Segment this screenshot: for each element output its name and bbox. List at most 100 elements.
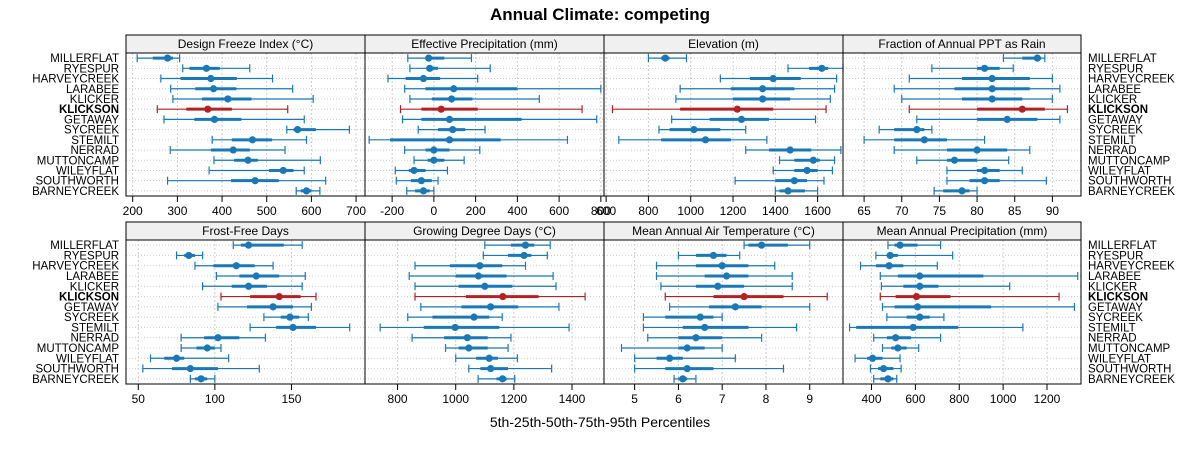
median-point [465, 344, 473, 352]
median-point [487, 364, 495, 373]
median-point [252, 272, 260, 280]
site-label-right: GETAWAY [1088, 302, 1143, 314]
site-label-right: HARVEYCREEK [1088, 261, 1175, 273]
site-label-right: SOUTHWORTH [1088, 176, 1171, 188]
median-point [445, 136, 454, 144]
median-point [463, 334, 471, 342]
median-point [803, 166, 811, 175]
median-point [683, 364, 691, 373]
median-point [163, 54, 172, 62]
site-label-right: NERRAD [1088, 145, 1137, 157]
median-point [722, 272, 731, 280]
panel-border [364, 52, 605, 197]
median-point [950, 156, 959, 164]
median-point [790, 177, 798, 185]
site-label-left: HARVEYCREEK [32, 261, 119, 273]
median-point [449, 126, 457, 134]
x-tick-label: 5 [631, 392, 638, 406]
site-label-left: STEMILT [71, 322, 119, 334]
site-label-right: MUTTONCAMP [1088, 155, 1171, 167]
median-point [207, 74, 215, 83]
median-point [1003, 115, 1011, 123]
panel: Mean Annual Air Temperature (°C) 5 6 7 8 9 [603, 221, 844, 406]
x-tick-label: 75 [933, 204, 947, 218]
site-label-left: KLICKSON [59, 104, 119, 116]
panel-border [125, 239, 366, 385]
x-tick-label: 800 [638, 204, 658, 218]
site-label-right: WILEYFLAT [1088, 165, 1151, 177]
median-point [769, 74, 777, 83]
site-label-left: MUTTONCAMP [37, 155, 120, 167]
median-point [485, 354, 493, 362]
median-point [980, 166, 989, 175]
median-point [916, 313, 924, 321]
site-label-right: KLICKER [1088, 281, 1137, 293]
x-tick-label: 800 [949, 392, 969, 406]
median-point [521, 241, 530, 249]
median-point [204, 105, 212, 113]
median-point [430, 156, 438, 164]
site-label-left: WILEYFLAT [56, 353, 119, 365]
median-point [701, 136, 710, 144]
site-label-left: GETAWAY [64, 302, 119, 314]
median-point [884, 375, 892, 383]
site-label-left: KLICKER [70, 94, 119, 106]
panel: Elevation (m) 600 800 1000 1200 1400 1600 [596, 34, 844, 218]
site-label-right: STEMILT [1088, 322, 1136, 334]
median-point [520, 251, 528, 260]
median-point [426, 64, 434, 72]
median-point [210, 115, 219, 123]
median-point [733, 105, 741, 113]
median-point [683, 344, 691, 352]
site-label-right: RYESPUR [1088, 63, 1143, 75]
site-label-left: GETAWAY [64, 114, 119, 126]
median-point [437, 105, 445, 113]
panel-title: Elevation (m) [688, 37, 759, 51]
site-label-right: SOUTHWORTH [1088, 364, 1171, 376]
x-tick-label: 1200 [720, 204, 747, 218]
median-point [980, 64, 989, 72]
median-point [417, 177, 425, 185]
site-label-left: NERRAD [70, 145, 119, 157]
median-point [244, 282, 253, 290]
panel-border [603, 239, 844, 385]
x-tick-label: 1000 [442, 392, 469, 406]
x-tick-label: 1200 [1034, 392, 1061, 406]
site-label-left: STEMILT [71, 135, 119, 147]
median-point [731, 303, 739, 311]
median-point [232, 262, 240, 270]
x-tick-label: 800 [388, 392, 408, 406]
median-point [425, 54, 433, 62]
site-label-left: LARABEE [66, 84, 119, 96]
panel-title: Growing Degree Days (°C) [413, 224, 556, 238]
x-tick-label: 800 [591, 204, 611, 218]
panel-border [603, 52, 844, 197]
site-label-left: RYESPUR [64, 250, 119, 262]
median-point [419, 74, 428, 83]
panel-border [842, 239, 1082, 385]
site-label-right: KLICKER [1088, 94, 1137, 106]
site-label-right: BARNEYCREEK [1088, 186, 1175, 198]
median-point [229, 146, 237, 154]
median-point [1033, 54, 1041, 62]
x-tick-label: 8 [763, 392, 770, 406]
median-point [476, 262, 484, 270]
median-point [202, 64, 211, 72]
site-label-left: SYCREEK [64, 125, 119, 137]
median-point [302, 187, 311, 195]
x-tick-label: 600 [596, 204, 616, 218]
x-tick-label: 1000 [990, 392, 1017, 406]
x-tick-label: 0 [431, 204, 438, 218]
median-point [419, 187, 428, 195]
panel: Effective Precipitation (mm) -200 0 200 400 6… [364, 34, 611, 218]
site-label-right: KLICKSON [1088, 104, 1148, 116]
site-label-left: NERRAD [70, 333, 119, 345]
panel-border [125, 52, 366, 197]
panel-border [842, 52, 1082, 197]
median-point [430, 146, 438, 154]
site-label-left: BARNEYCREEK [32, 186, 119, 198]
x-tick-label: 1200 [501, 392, 528, 406]
median-point [470, 313, 478, 321]
median-point [286, 313, 294, 321]
